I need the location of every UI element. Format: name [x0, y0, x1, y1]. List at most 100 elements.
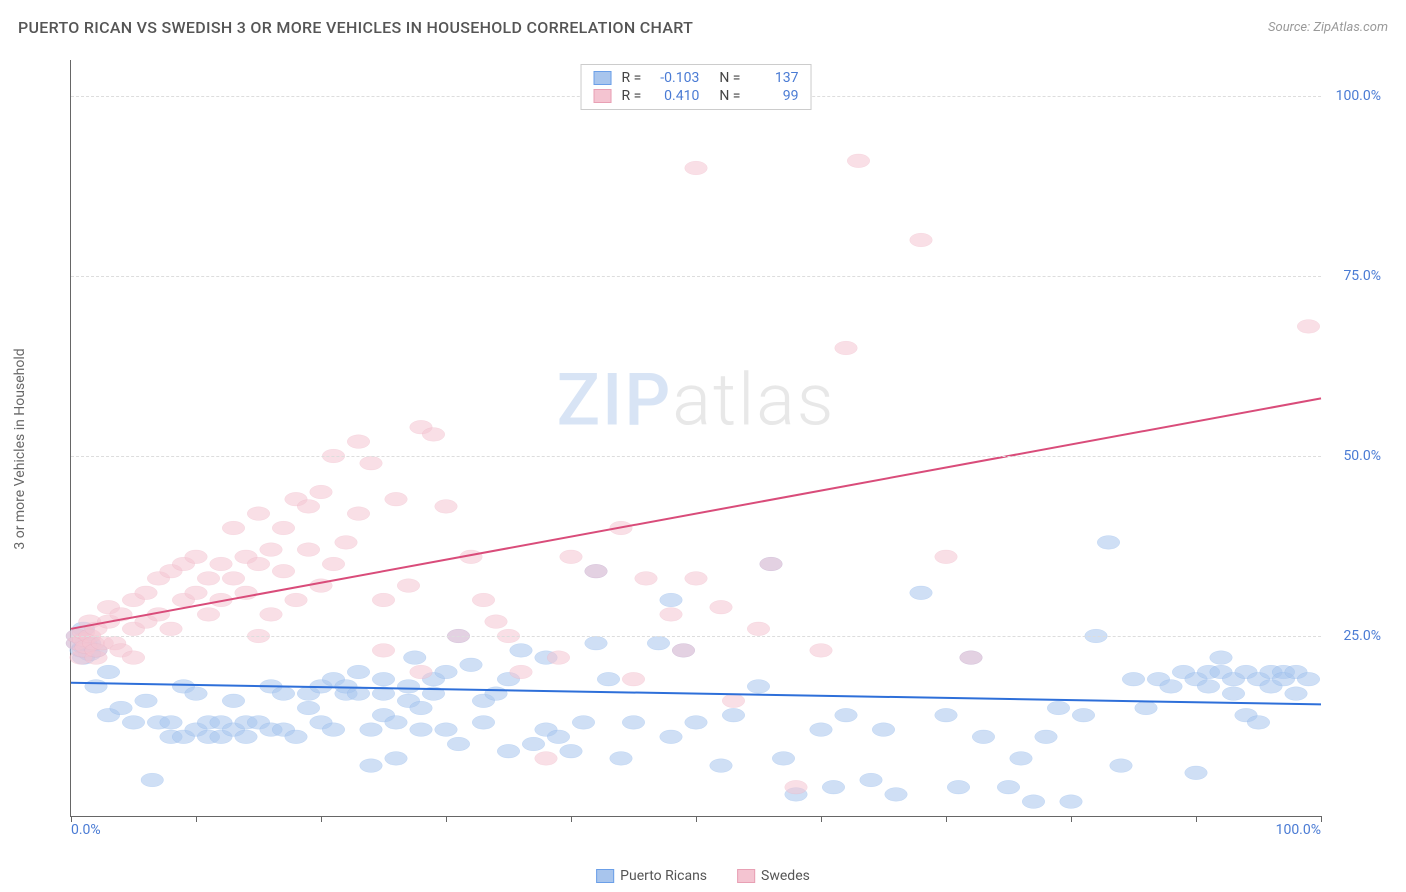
data-point: [422, 428, 445, 442]
data-point: [535, 752, 558, 766]
data-point: [835, 708, 858, 722]
plot-region: ZIPatlas R =-0.103N =137R =0.410N =99 25…: [70, 60, 1321, 817]
data-point: [372, 672, 395, 686]
data-point: [835, 341, 858, 355]
source-prefix: Source:: [1268, 20, 1313, 35]
data-point: [404, 651, 427, 665]
data-point: [210, 557, 233, 571]
data-point: [960, 651, 983, 665]
data-point: [947, 780, 970, 794]
data-point: [472, 716, 495, 730]
data-point: [1160, 680, 1183, 694]
data-point: [1022, 795, 1045, 809]
data-point: [547, 651, 570, 665]
data-point: [1197, 680, 1220, 694]
x-tick: [446, 816, 447, 822]
data-point: [872, 723, 895, 737]
data-point: [360, 759, 383, 773]
data-point: [747, 622, 770, 636]
data-point: [910, 586, 933, 600]
data-point: [510, 644, 533, 658]
y-tick-label: 75.0%: [1343, 268, 1381, 284]
data-point: [135, 586, 158, 600]
data-point: [785, 780, 808, 794]
data-point: [347, 435, 370, 449]
data-point: [122, 651, 145, 665]
data-point: [285, 730, 308, 744]
data-point: [372, 644, 395, 658]
data-point: [1060, 795, 1083, 809]
data-point: [185, 550, 208, 564]
data-point: [597, 672, 620, 686]
data-point: [1010, 752, 1033, 766]
n-label: N =: [719, 70, 740, 86]
data-point: [141, 773, 164, 787]
data-point: [485, 615, 508, 629]
x-tick: [821, 816, 822, 822]
y-tick-label: 50.0%: [1343, 448, 1381, 464]
data-point: [635, 572, 658, 586]
data-point: [485, 687, 508, 701]
data-point: [622, 672, 645, 686]
data-point: [122, 716, 145, 730]
data-point: [685, 716, 708, 730]
data-point: [247, 557, 270, 571]
data-point: [360, 723, 383, 737]
x-tick-label: 100.0%: [1276, 822, 1321, 838]
data-point: [222, 521, 245, 535]
data-point: [435, 723, 458, 737]
data-point: [297, 543, 320, 557]
x-tick: [571, 816, 572, 822]
legend-item: Puerto Ricans: [596, 868, 707, 884]
r-value: 0.410: [651, 88, 699, 104]
chart-title: PUERTO RICAN VS SWEDISH 3 OR MORE VEHICL…: [18, 18, 693, 37]
x-tick: [696, 816, 697, 822]
series-legend: Puerto Ricans Swedes: [596, 868, 810, 884]
source-attribution: Source: ZipAtlas.com: [1268, 20, 1388, 35]
data-point: [822, 780, 845, 794]
data-point: [335, 536, 358, 550]
data-point: [685, 161, 708, 175]
data-point: [747, 680, 770, 694]
data-point: [772, 752, 795, 766]
data-point: [272, 564, 295, 578]
correlation-stats-legend: R =-0.103N =137R =0.410N =99: [581, 64, 812, 110]
data-point: [447, 737, 470, 751]
data-point: [1097, 536, 1120, 550]
data-point: [760, 557, 783, 571]
x-tick: [946, 816, 947, 822]
data-point: [435, 665, 458, 679]
legend-label: Swedes: [761, 868, 810, 884]
data-point: [522, 737, 545, 751]
data-point: [647, 636, 670, 650]
data-point: [160, 622, 183, 636]
data-point: [560, 744, 583, 758]
r-label: R =: [622, 88, 642, 104]
data-point: [560, 550, 583, 564]
data-point: [185, 687, 208, 701]
x-tick: [1196, 816, 1197, 822]
data-point: [410, 723, 433, 737]
data-point: [322, 723, 345, 737]
data-point: [197, 572, 220, 586]
data-point: [385, 492, 408, 506]
data-point: [860, 773, 883, 787]
n-label: N =: [719, 88, 740, 104]
data-point: [622, 716, 645, 730]
data-point: [85, 680, 108, 694]
data-point: [360, 456, 383, 470]
data-point: [935, 550, 958, 564]
scatter-plot: [71, 60, 1321, 816]
data-point: [1247, 716, 1270, 730]
data-point: [885, 788, 908, 802]
data-point: [810, 644, 833, 658]
data-point: [472, 593, 495, 607]
data-point: [810, 723, 833, 737]
data-point: [310, 485, 333, 499]
legend-swatch: [594, 71, 612, 85]
data-point: [435, 500, 458, 514]
data-point: [722, 708, 745, 722]
data-point: [260, 543, 283, 557]
legend-swatch: [596, 869, 614, 883]
data-point: [672, 644, 695, 658]
